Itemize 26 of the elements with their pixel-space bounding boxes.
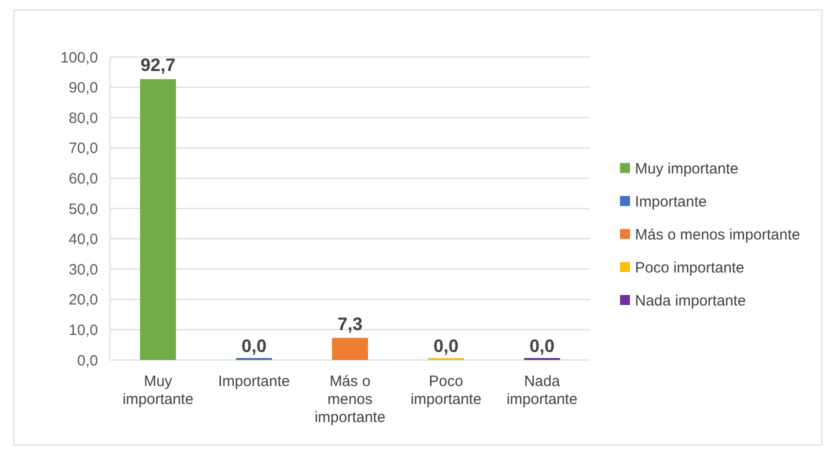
x-tick-label: Muy importante (122, 373, 194, 408)
x-tick-label: Importante (218, 373, 290, 390)
x-tick-label: Más o menos importante (314, 373, 386, 426)
y-tick-label: 40,0 (68, 231, 98, 248)
legend-label: Nada importante (635, 292, 746, 310)
data-label: 0,0 (241, 336, 267, 356)
y-tick-label: 30,0 (68, 261, 98, 278)
data-label: 0,0 (529, 336, 555, 356)
legend-label: Más o menos importante (635, 226, 800, 244)
x-tick-label: Poco importante (410, 373, 482, 408)
y-tick-label: 60,0 (68, 170, 98, 188)
legend-label: Poco importante (635, 259, 744, 276)
y-tick-label: 50,0 (68, 200, 98, 218)
legend-label: Importante (635, 193, 707, 210)
data-label: 0,0 (433, 336, 459, 356)
data-label: 7,3 (337, 314, 363, 334)
y-tick-label: 100,0 (60, 49, 98, 66)
y-tick-label: 80,0 (68, 110, 98, 127)
y-tick-label: 90,0 (68, 80, 98, 97)
y-tick-label: 10,0 (68, 322, 98, 339)
legend-label: Muy importante (635, 160, 738, 178)
y-tick-label: 70,0 (68, 140, 98, 158)
x-tick-label: Nada importante (506, 373, 578, 408)
y-tick-label: 0,0 (77, 352, 98, 370)
data-label: 92,7 (140, 55, 176, 76)
y-tick-label: 20,0 (68, 292, 98, 309)
